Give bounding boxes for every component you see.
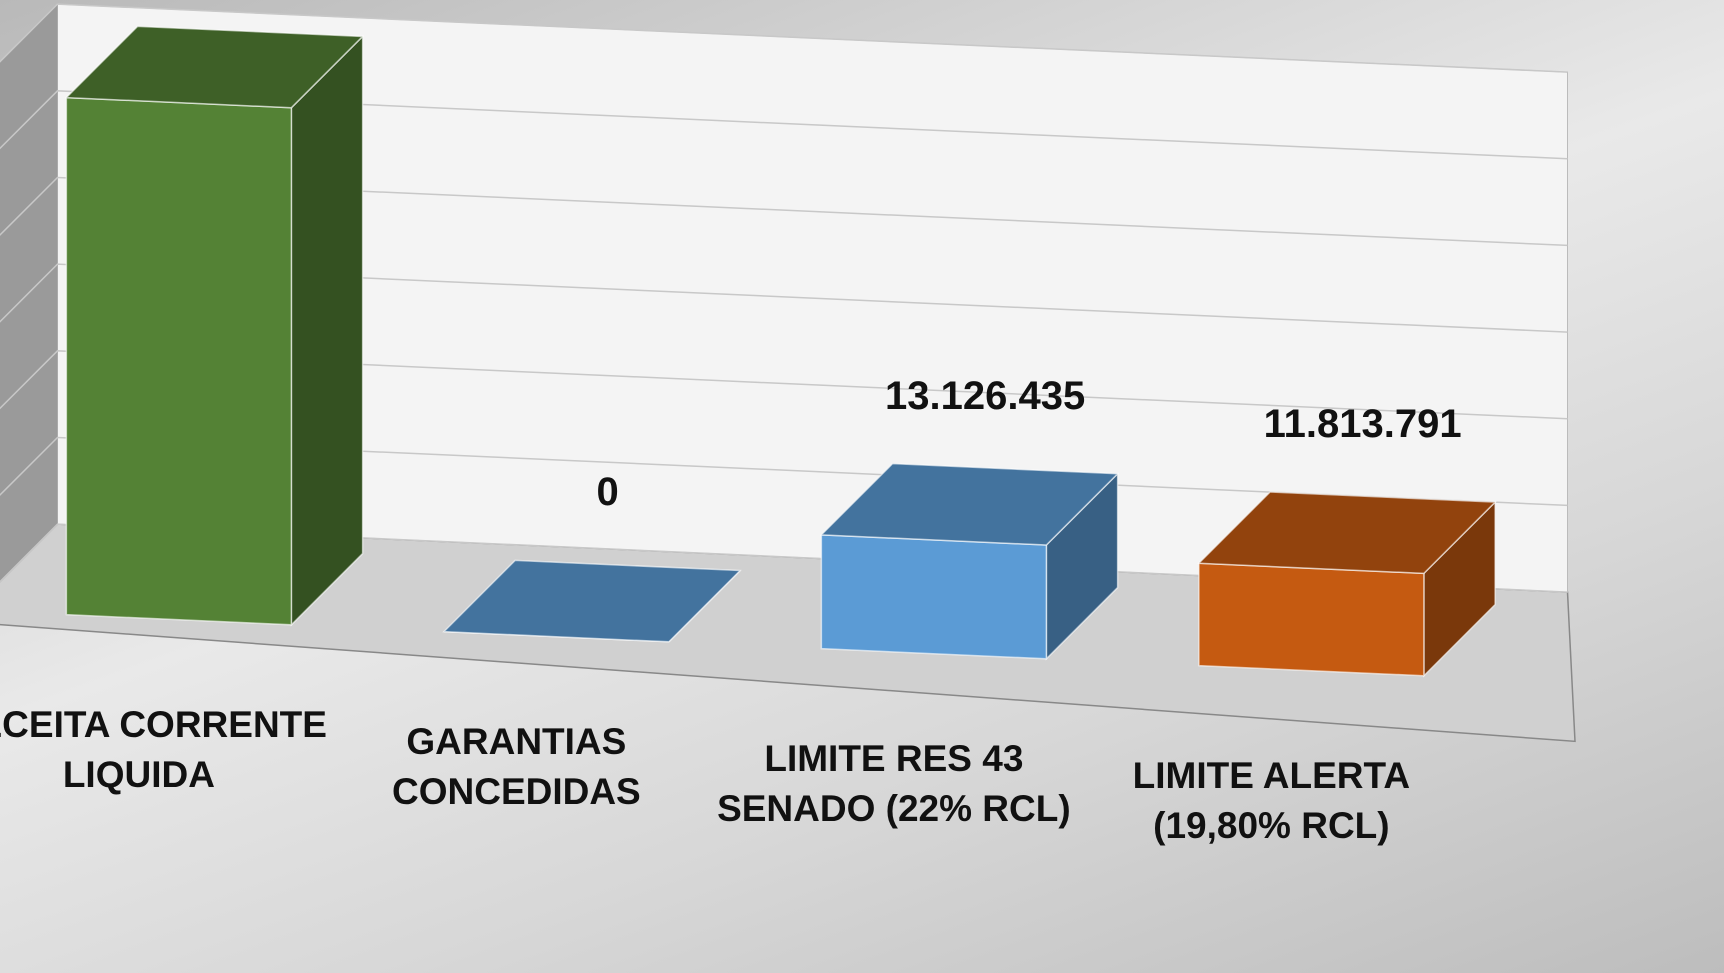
grid-line — [0, 3, 1568, 73]
value-label: 11.813.791 — [1263, 402, 1462, 447]
bar-top — [442, 559, 742, 643]
value-label: 0 — [596, 470, 619, 515]
bar — [64, 25, 365, 627]
bar-side — [290, 34, 364, 627]
bar — [442, 559, 742, 643]
bar-front — [820, 534, 1048, 660]
bar-front — [65, 96, 293, 626]
x-tick-label: LIMITE RES 43 SENADO (22% RCL) — [717, 737, 1071, 829]
value-label: 13.126.435 — [885, 373, 1086, 418]
grid-line — [0, 176, 1568, 247]
grid-line — [0, 350, 1568, 420]
grid-line — [0, 90, 1568, 160]
x-tick-label: GARANTIAS CONCEDIDAS — [392, 720, 641, 812]
bar-top — [64, 25, 365, 109]
x-tick-label: LIMITE ALERTA (19,80% RCL) — [1132, 754, 1411, 846]
x-tick-label: RECEITA CORRENTE LIQUIDA — [0, 703, 327, 795]
bar — [819, 462, 1120, 661]
bar-front — [1198, 562, 1425, 677]
bar — [1197, 491, 1497, 678]
grid-line — [0, 263, 1568, 333]
bar-top — [1197, 491, 1497, 575]
bar-top — [819, 462, 1120, 546]
